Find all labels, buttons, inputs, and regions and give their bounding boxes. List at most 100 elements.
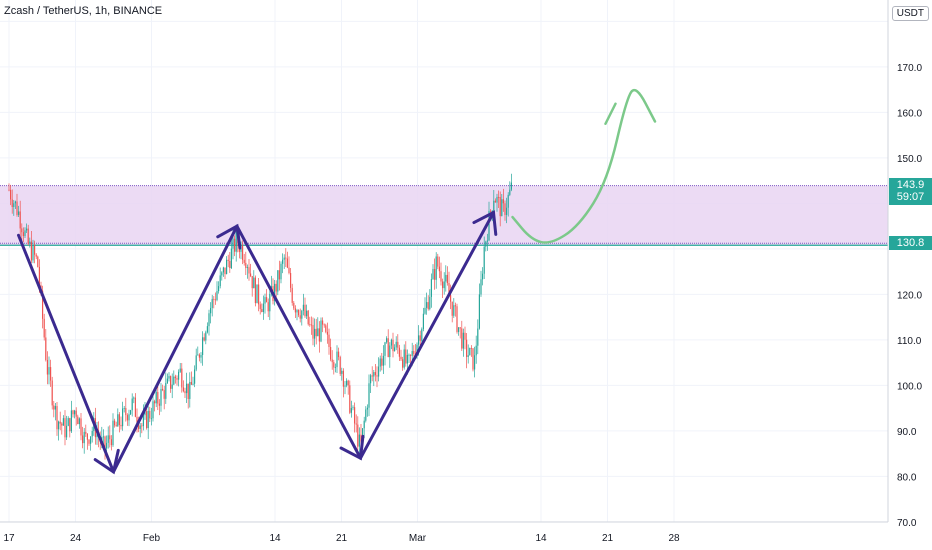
candle-body (314, 328, 316, 339)
candle-body (107, 435, 109, 443)
candle-body (499, 197, 501, 217)
time-tick-label: 14 (269, 533, 281, 544)
candle-body (82, 435, 84, 444)
candle-body (368, 383, 370, 408)
candle-body (147, 410, 149, 429)
candle-body (310, 324, 312, 326)
candle-body (474, 355, 476, 370)
candle-body (24, 230, 26, 236)
candle-body (397, 341, 399, 348)
candle-body (200, 355, 202, 358)
candle-body (16, 201, 18, 215)
candle-body (186, 383, 188, 394)
candle-body (42, 290, 44, 319)
current-price-tag: 143.9 59:07 (889, 178, 932, 205)
candle-body (27, 228, 29, 244)
w-pattern-drawing (17, 210, 498, 475)
currency-badge[interactable]: USDT (891, 6, 929, 21)
candle-body (493, 200, 495, 211)
candle-body (158, 403, 160, 406)
candle-body (43, 318, 45, 338)
candle-body (197, 354, 199, 356)
candle-body (322, 320, 324, 325)
candle-body (243, 259, 245, 263)
grid-lines (0, 0, 888, 523)
candle-body (187, 383, 189, 399)
candle-body (74, 410, 76, 415)
candle-body (459, 327, 461, 329)
candle-body (317, 328, 319, 337)
candle-body (386, 338, 388, 343)
candle-body (130, 410, 132, 415)
candle-body (245, 262, 247, 268)
candle-body (211, 298, 213, 308)
candle-body (464, 332, 466, 340)
candle-body (106, 442, 108, 449)
candle-body (286, 258, 288, 268)
candle-body (53, 405, 55, 410)
candle-body (250, 273, 252, 277)
candle-body (376, 375, 378, 377)
candle-body (384, 342, 386, 356)
candle-body (59, 421, 61, 424)
candle-body (139, 425, 141, 429)
candle-body (45, 337, 47, 360)
candle-body (48, 367, 50, 375)
candle-body (432, 269, 434, 280)
candle-body (373, 372, 375, 377)
candle-body (141, 425, 143, 427)
candle-body (496, 196, 498, 203)
candle-body (26, 228, 28, 231)
candle-body (168, 376, 170, 379)
candle-body (109, 435, 111, 440)
candle-body (62, 418, 64, 426)
candle-body (134, 397, 136, 417)
candle-body (34, 245, 36, 255)
candle-body (280, 263, 282, 280)
candle-body (450, 295, 452, 302)
candle-body (174, 376, 176, 379)
candle-body (426, 302, 428, 308)
candle-body (194, 369, 196, 384)
price-axis[interactable]: 70.0 80.0 90.0 100.0 110.0 120.0 150.0 160.0 170… (897, 63, 922, 529)
price-tick-label: 160.0 (897, 108, 922, 119)
candle-body (254, 277, 256, 304)
price-tick-label: 100.0 (897, 381, 922, 392)
candle-body (165, 382, 167, 399)
time-axis[interactable]: 17 24 Feb 14 21 Mar 14 21 28 (3, 533, 680, 544)
candle-body (50, 367, 52, 381)
candle-body (91, 431, 93, 437)
candle-body (302, 304, 304, 311)
candle-body (422, 313, 424, 330)
candle-body (131, 398, 133, 411)
candle-body (382, 355, 384, 366)
candle-body (390, 339, 392, 346)
candle-body (323, 324, 325, 326)
candle-body (293, 302, 295, 309)
candle-body (112, 420, 114, 446)
candle-body (498, 196, 500, 198)
candle-body (219, 275, 221, 287)
candle-body (363, 420, 365, 429)
price-tick-label: 90.0 (897, 427, 917, 438)
candle-body (291, 287, 293, 303)
candle-body (213, 298, 215, 300)
candle-body (486, 240, 488, 242)
candle-body (86, 433, 88, 440)
candle-body (411, 351, 413, 356)
candle-body (214, 299, 216, 301)
candle-body (85, 431, 87, 434)
candle-body (160, 388, 162, 406)
candle-body (294, 308, 296, 313)
candle-body (128, 414, 130, 421)
candle-body (446, 274, 448, 284)
candle-body (421, 329, 423, 341)
candle-body (283, 257, 285, 260)
candle-body (154, 401, 156, 404)
candle-body (315, 328, 317, 337)
candle-body (307, 310, 309, 325)
candle-body (246, 267, 248, 268)
candle-body (334, 367, 336, 368)
candle-body (230, 248, 232, 269)
